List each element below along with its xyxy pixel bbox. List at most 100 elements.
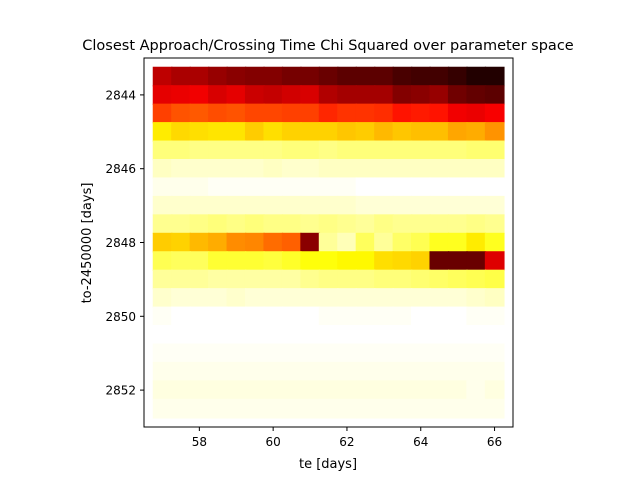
heatmap-cell [429,269,450,290]
heatmap-cell [263,288,284,308]
heatmap-cell [447,177,468,198]
heatmap-cell [152,140,173,161]
heatmap-cell [208,214,228,235]
heatmap-cell [447,288,468,308]
heatmap-cell [447,269,468,290]
heatmap-cell [226,140,247,161]
heatmap-cell [281,177,302,198]
heatmap-cell [392,214,413,235]
heatmap-cell [208,251,228,271]
heatmap-cell [208,195,228,216]
heatmap-cell [263,325,284,345]
heatmap-cell [447,195,468,216]
heatmap-cell [411,85,431,105]
heatmap-cell [281,343,302,364]
heatmap-cell [484,361,505,382]
heatmap-cell [244,306,265,327]
heatmap-cell [208,158,228,179]
heatmap-cell [263,232,284,253]
y-axis: 2844 2846 2848 2850 2852 [105,88,144,398]
heatmap-cell [226,66,247,87]
heatmap-cell [429,122,450,142]
heatmap-cell [392,361,413,382]
heatmap-cell [244,398,265,419]
heatmap-cell [411,66,431,87]
heatmap-cell [374,195,394,216]
heatmap-cell [300,85,321,105]
heatmap-cell [355,343,376,364]
heatmap-cell [152,122,173,142]
heatmap-cell [171,288,191,308]
heatmap-cell [484,398,505,419]
y-tick-label: 2850 [105,310,136,324]
heatmap-cell [189,325,210,345]
heatmap-cell [189,398,210,419]
heatmap-cell [484,158,505,179]
heatmap-cell [466,103,487,124]
heatmap-cell [392,103,413,124]
heatmap-cell [226,361,247,382]
heatmap-cell [466,232,487,253]
heatmap-cell [337,269,357,290]
heatmap-cell [152,306,173,327]
heatmap-cell [447,122,468,142]
heatmap-cell [337,122,357,142]
heatmap-cell [171,398,191,419]
heatmap-cell [171,214,191,235]
y-tick-label: 2852 [105,384,136,398]
heatmap-cell [355,103,376,124]
heatmap-cell [226,325,247,345]
heatmap-cell [189,140,210,161]
heatmap-cell [300,343,321,364]
heatmap-cell [411,103,431,124]
heatmap-cell [466,306,487,327]
heatmap-cell [318,103,339,124]
heatmap-cell [392,158,413,179]
heatmap-cell [466,195,487,216]
heatmap-cell [318,288,339,308]
heatmap-cell [226,251,247,271]
heatmap-cell [318,361,339,382]
heatmap-cell [411,177,431,198]
heatmap-cell [466,177,487,198]
heatmap-cell [318,140,339,161]
heatmap-cell [300,398,321,419]
heatmap-cell [355,195,376,216]
heatmap-cell [392,177,413,198]
heatmap-cell [355,140,376,161]
heatmap-cell [484,288,505,308]
heatmap-cell [337,398,357,419]
heatmap-cell [263,177,284,198]
heatmap-cell [466,269,487,290]
heatmap-cell [263,380,284,401]
heatmap-cell [281,325,302,345]
heatmap-cell [411,251,431,271]
heatmap-cell [244,177,265,198]
heatmap-cell [484,66,505,87]
heatmap-cell [300,306,321,327]
heatmap-cell [189,214,210,235]
heatmap-cell [300,177,321,198]
heatmap-cell [392,66,413,87]
heatmap-cell [484,232,505,253]
heatmap-cell [152,158,173,179]
heatmap-cell [466,343,487,364]
heatmap-cell [447,251,468,271]
heatmap-cell [171,306,191,327]
heatmap-cell [318,214,339,235]
heatmap-cell [226,306,247,327]
heatmap-cell [189,343,210,364]
heatmap-cell [411,122,431,142]
heatmap-cell [429,177,450,198]
heatmap-cell [374,214,394,235]
heatmap-cell [429,306,450,327]
heatmap-cell [152,380,173,401]
heatmap-cell [281,214,302,235]
heatmap-cell [355,85,376,105]
heatmap-cell [318,232,339,253]
heatmap-cell [189,380,210,401]
heatmap-cell [429,66,450,87]
heatmap-cell [152,195,173,216]
heatmap-cell [374,103,394,124]
heatmap-cell [374,232,394,253]
